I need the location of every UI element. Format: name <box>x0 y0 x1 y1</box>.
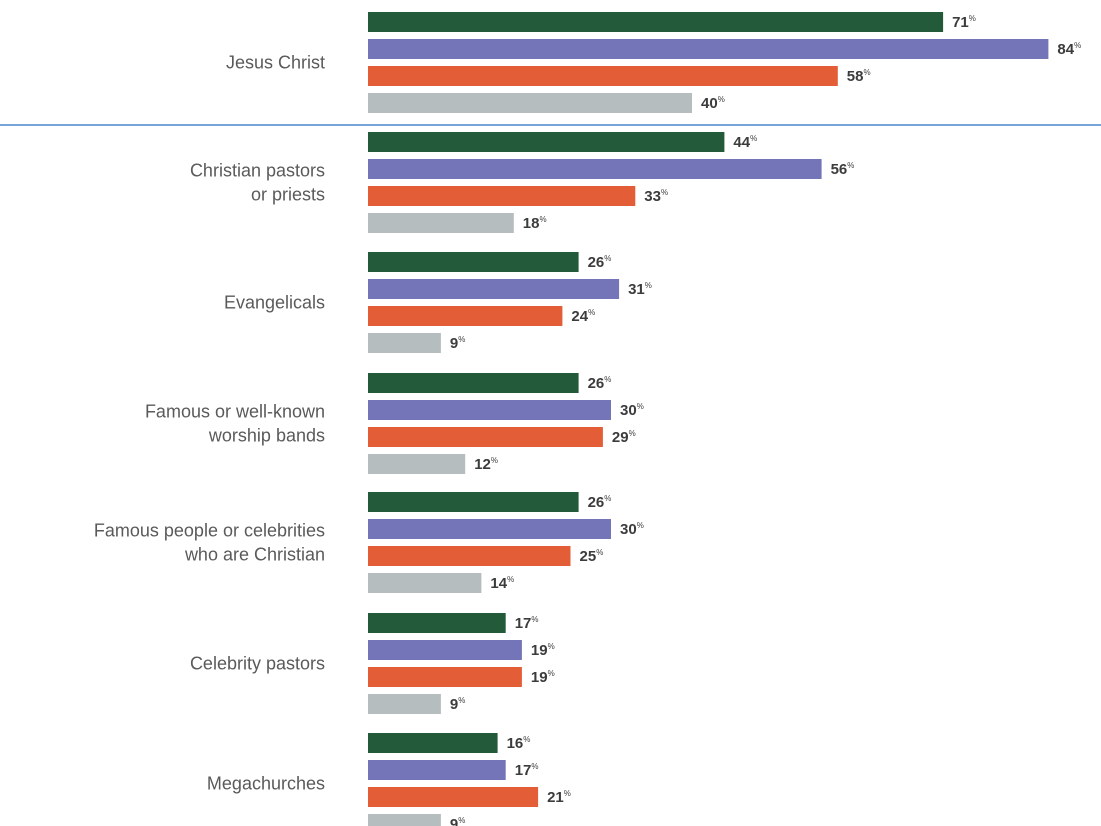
bar <box>368 454 466 474</box>
data-label: 26% <box>588 254 612 271</box>
category-label-line: Famous people or celebrities <box>94 521 325 541</box>
bar <box>368 640 522 660</box>
category-label: Famous or well-known worship bands <box>145 402 325 446</box>
data-label: 9% <box>450 696 465 713</box>
data-label: 56% <box>831 161 855 178</box>
category-labels-group: Jesus Christ Christian pastors or priests E… <box>94 53 325 794</box>
data-label: 30% <box>620 402 644 419</box>
bar <box>368 186 636 206</box>
data-label: 14% <box>490 575 514 592</box>
bar <box>368 333 441 353</box>
category-label-line: worship bands <box>208 426 325 446</box>
category-label-line: Megachurches <box>207 774 325 794</box>
data-label: 16% <box>507 735 531 752</box>
bar <box>368 400 611 420</box>
data-label: 24% <box>571 308 595 325</box>
category-label: Celebrity pastors <box>190 654 325 674</box>
bar <box>368 519 611 539</box>
data-label: 21% <box>547 789 571 806</box>
category-label: Evangelicals <box>224 293 325 313</box>
category-label-line: Celebrity pastors <box>190 654 325 674</box>
data-label: 17% <box>515 762 539 779</box>
bar <box>368 12 944 32</box>
data-label: 9% <box>450 816 465 826</box>
data-label: 58% <box>847 68 871 85</box>
data-label: 30% <box>620 521 644 538</box>
data-label: 9% <box>450 335 465 352</box>
bar <box>368 306 563 326</box>
bar <box>368 66 838 86</box>
category-label: Famous people or celebrities who are Chri… <box>94 521 325 565</box>
category-label-line: who are Christian <box>184 545 325 565</box>
bar <box>368 787 539 807</box>
data-label: 26% <box>588 375 612 392</box>
category-label-line: or priests <box>251 185 325 205</box>
bar <box>368 733 498 753</box>
data-label: 17% <box>515 615 539 632</box>
data-label: 33% <box>644 188 668 205</box>
bar <box>368 132 725 152</box>
bar <box>368 492 579 512</box>
data-label: 18% <box>523 215 547 232</box>
bar <box>368 546 571 566</box>
bar <box>368 39 1049 59</box>
bar <box>368 694 441 714</box>
data-label: 40% <box>701 95 725 112</box>
bar <box>368 373 579 393</box>
category-label-line: Jesus Christ <box>226 53 325 73</box>
data-label: 25% <box>580 548 604 565</box>
bar <box>368 573 482 593</box>
category-label: Megachurches <box>207 774 325 794</box>
data-label: 31% <box>628 281 652 298</box>
data-label: 19% <box>531 642 555 659</box>
data-label: 71% <box>952 14 976 31</box>
data-label: 44% <box>733 134 757 151</box>
data-label: 26% <box>588 494 612 511</box>
data-label: 29% <box>612 429 636 446</box>
bar <box>368 213 514 233</box>
bar <box>368 814 441 826</box>
bar <box>368 159 822 179</box>
data-label: 84% <box>1057 41 1081 58</box>
bar <box>368 279 620 299</box>
category-label-line: Christian pastors <box>190 161 325 181</box>
category-label: Christian pastors or priests <box>190 161 325 205</box>
bar <box>368 760 506 780</box>
category-label-line: Famous or well-known <box>145 402 325 422</box>
bar <box>368 427 603 447</box>
bar <box>368 252 579 272</box>
data-label: 12% <box>474 456 498 473</box>
data-label: 19% <box>531 669 555 686</box>
bars-group: 71% 84% 58% 40% 44% 56% 33% 18% 26% 31% 24% 9% 26% 30… <box>368 12 1081 826</box>
category-label: Jesus Christ <box>226 53 325 73</box>
bar <box>368 93 692 113</box>
bar <box>368 667 522 687</box>
category-label-line: Evangelicals <box>224 293 325 313</box>
bar <box>368 613 506 633</box>
